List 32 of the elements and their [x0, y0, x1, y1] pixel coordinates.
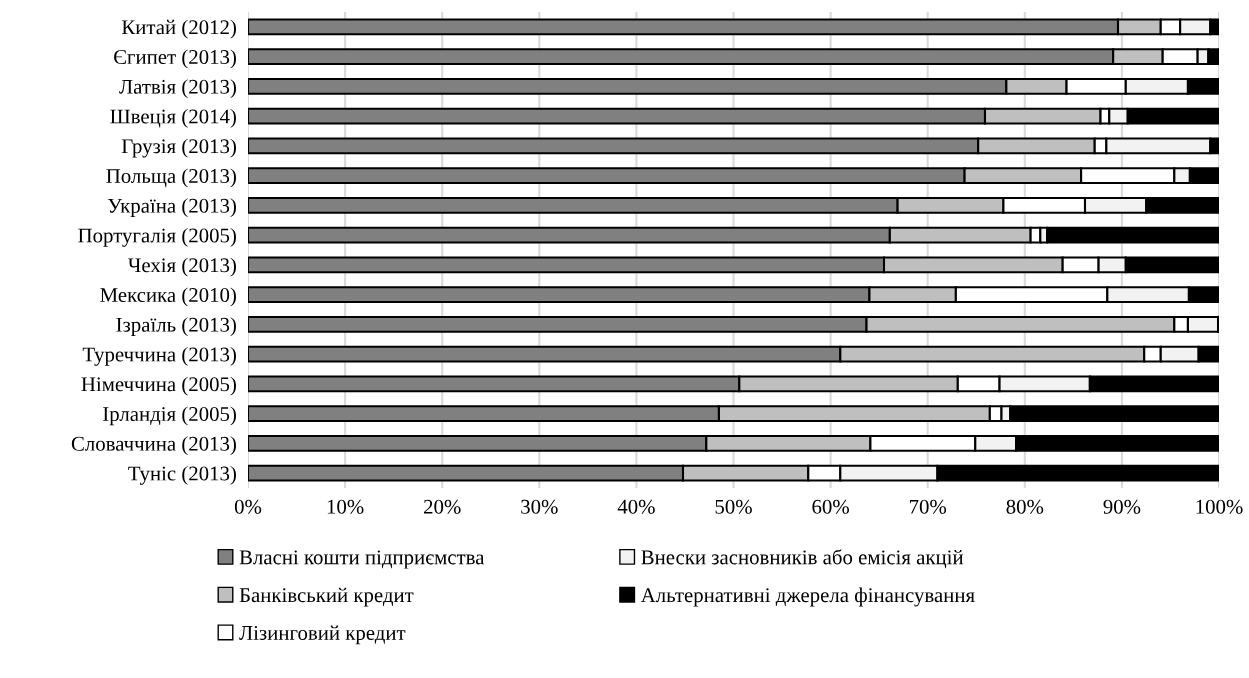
y-tick-label: Польща (2013): [106, 168, 236, 188]
legend-label: Власні кошти підприємства: [239, 550, 485, 569]
y-tick-label: Україна (2013): [107, 198, 236, 218]
legend-label: Альтернативні джерела фінансування: [640, 587, 975, 607]
legend-label: Внески засновників або емісія акцій: [641, 549, 964, 569]
y-tick-label: Мексика (2010): [100, 287, 236, 307]
y-tick-label: Грузія (2013): [121, 138, 236, 158]
y-tick-label: Німеччина (2005): [81, 376, 236, 396]
y-tick-label: Чехія (2013): [128, 257, 236, 277]
y-tick-label: Ірландія (2005): [103, 406, 236, 426]
x-tick-label: 70%: [909, 499, 947, 514]
y-tick-label: Туніс (2013): [128, 465, 236, 485]
y-tick-label: Єгипет (2013): [114, 49, 236, 69]
x-tick-label: 80%: [1006, 499, 1044, 514]
y-tick-label: Словаччина (2013): [71, 436, 236, 456]
x-tick-label: 100%: [1196, 499, 1243, 514]
x-tick-label: 40%: [617, 499, 655, 514]
y-tick-label: Португалія (2005): [78, 227, 236, 247]
y-tick-label: Латвія (2013): [119, 79, 236, 99]
y-tick-label: Швеція (2014): [110, 108, 236, 128]
x-tick-label: 30%: [521, 499, 558, 514]
x-tick-label: 0%: [234, 499, 262, 514]
x-tick-label: 60%: [812, 499, 849, 514]
x-tick-label: 50%: [715, 499, 752, 514]
y-tick-label: Туреччина (2013): [82, 346, 236, 366]
x-tick-label: 20%: [424, 499, 461, 514]
y-tick-label: Китай (2012): [121, 19, 236, 39]
x-tick-label: 90%: [1103, 499, 1141, 514]
legend-label: Лізинговий кредит: [239, 625, 406, 645]
legend-label: Банківський кредит: [239, 587, 414, 607]
x-tick-label: 10%: [327, 499, 364, 514]
y-tick-label: Ізраїль (2013): [116, 317, 236, 337]
